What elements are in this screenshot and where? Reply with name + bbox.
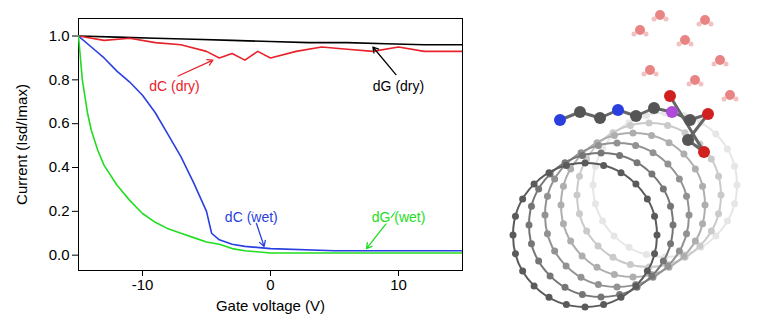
svg-text:0.4: 0.4 [49,158,70,175]
svg-text:Current (Isd/Imax): Current (Isd/Imax) [13,84,30,205]
svg-text:0: 0 [266,276,274,293]
svg-text:0.2: 0.2 [49,202,70,219]
svg-text:0.6: 0.6 [49,114,70,131]
svg-text:dG (wet): dG (wet) [372,209,426,225]
svg-text:0.8: 0.8 [49,71,70,88]
svg-text:-10: -10 [132,276,154,293]
svg-text:Gate voltage (V): Gate voltage (V) [216,297,325,314]
svg-text:dC (dry): dC (dry) [149,78,200,94]
svg-text:0.0: 0.0 [49,246,70,263]
svg-text:dG (dry): dG (dry) [373,78,424,94]
svg-text:1.0: 1.0 [49,27,70,44]
svg-text:dC (wet): dC (wet) [225,209,278,225]
svg-text:10: 10 [390,276,407,293]
